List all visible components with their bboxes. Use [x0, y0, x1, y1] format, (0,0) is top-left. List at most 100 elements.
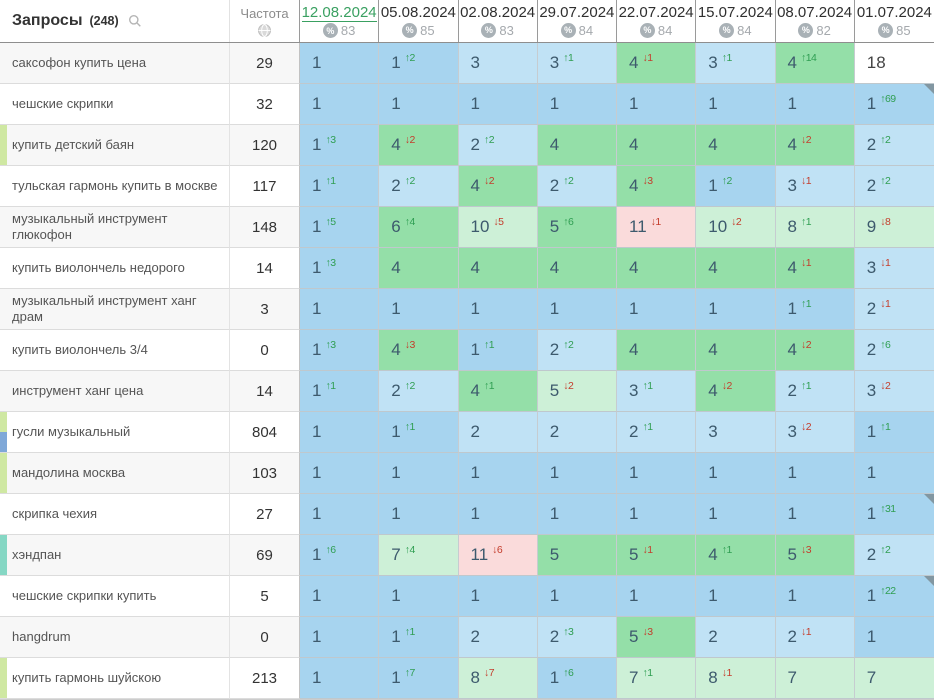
position-cell[interactable]: 5 ↓3 — [775, 535, 855, 576]
position-cell[interactable]: 1 ↑7 — [379, 658, 459, 699]
position-cell[interactable]: 7 ↑4 — [379, 535, 459, 576]
position-cell[interactable]: 1 — [696, 494, 776, 535]
position-cell[interactable]: 2 — [458, 617, 538, 658]
position-cell[interactable]: 4 — [617, 330, 697, 371]
position-cell[interactable]: 3 — [458, 43, 538, 84]
position-cell[interactable]: 4 — [458, 248, 538, 289]
position-cell[interactable]: 2 ↑1 — [617, 412, 697, 453]
query-cell[interactable]: музыкальный инструмент ханг драм — [0, 289, 230, 330]
position-cell[interactable]: 1 — [617, 289, 697, 330]
position-cell[interactable]: 3 ↓1 — [854, 248, 934, 289]
query-cell[interactable]: музыкальный инструмент глюкофон — [0, 207, 230, 248]
position-cell[interactable]: 7 ↑1 — [617, 658, 697, 699]
position-cell[interactable]: 2 ↑6 — [854, 330, 934, 371]
position-cell[interactable]: 1 — [300, 576, 380, 617]
position-cell[interactable]: 4 ↓2 — [379, 125, 459, 166]
position-cell[interactable]: 5 — [537, 535, 617, 576]
position-cell[interactable]: 4 ↓2 — [775, 330, 855, 371]
position-cell[interactable]: 1 — [300, 494, 380, 535]
position-cell[interactable]: 1 — [458, 289, 538, 330]
position-cell[interactable]: 1 — [617, 576, 697, 617]
query-cell[interactable]: чешские скрипки — [0, 84, 230, 125]
column-header-date[interactable]: 22.07.2024% 84 — [617, 0, 697, 42]
position-cell[interactable]: 4 — [617, 125, 697, 166]
position-cell[interactable]: 1 ↑3 — [300, 248, 380, 289]
column-header-date[interactable]: 01.07.2024% 85 — [855, 0, 934, 42]
position-cell[interactable]: 1 — [379, 494, 459, 535]
column-header-date[interactable]: 02.08.2024% 83 — [459, 0, 538, 42]
column-header-date[interactable]: 05.08.2024% 85 — [379, 0, 459, 42]
column-header-date[interactable]: 12.08.2024% 83 — [300, 0, 380, 42]
position-cell[interactable]: 1 — [379, 289, 459, 330]
position-cell[interactable]: 18 — [854, 43, 934, 84]
position-cell[interactable]: 1 — [775, 576, 855, 617]
query-cell[interactable]: скрипка чехия — [0, 494, 230, 535]
position-cell[interactable]: 1 ↑1 — [854, 412, 934, 453]
position-cell[interactable]: 1 — [379, 453, 459, 494]
position-cell[interactable]: 8 ↓7 — [458, 658, 538, 699]
position-cell[interactable]: 1 — [617, 84, 697, 125]
position-cell[interactable]: 1 — [300, 658, 380, 699]
globe-icon[interactable] — [257, 23, 272, 38]
position-cell[interactable]: 4 ↓2 — [696, 371, 776, 412]
position-cell[interactable]: 11 ↓1 — [617, 207, 697, 248]
position-cell[interactable]: 1 ↑6 — [537, 658, 617, 699]
position-cell[interactable]: 1 ↑1 — [300, 166, 380, 207]
position-cell[interactable]: 2 ↑2 — [854, 166, 934, 207]
position-cell[interactable]: 2 ↑2 — [537, 330, 617, 371]
query-cell[interactable]: купить виолончель недорого — [0, 248, 230, 289]
position-cell[interactable]: 1 ↑22 — [854, 576, 934, 617]
position-cell[interactable]: 4 — [696, 330, 776, 371]
position-cell[interactable]: 10 ↓2 — [696, 207, 776, 248]
position-cell[interactable]: 1 — [775, 84, 855, 125]
position-cell[interactable]: 4 ↑1 — [458, 371, 538, 412]
position-cell[interactable]: 4 ↓1 — [775, 248, 855, 289]
position-cell[interactable]: 2 ↓1 — [854, 289, 934, 330]
query-cell[interactable]: купить виолончель 3/4 — [0, 330, 230, 371]
position-cell[interactable]: 1 — [696, 453, 776, 494]
position-cell[interactable]: 4 ↑14 — [775, 43, 855, 84]
position-cell[interactable]: 1 — [854, 453, 934, 494]
position-cell[interactable]: 11 ↓6 — [458, 535, 538, 576]
position-cell[interactable]: 8 ↓1 — [696, 658, 776, 699]
position-cell[interactable]: 1 ↑6 — [300, 535, 380, 576]
position-cell[interactable]: 5 ↓2 — [537, 371, 617, 412]
position-cell[interactable]: 1 — [300, 412, 380, 453]
position-cell[interactable]: 1 ↑3 — [300, 330, 380, 371]
query-cell[interactable]: гусли музыкальный — [0, 412, 230, 453]
position-cell[interactable]: 4 ↓2 — [775, 125, 855, 166]
position-cell[interactable]: 1 ↑1 — [775, 289, 855, 330]
position-cell[interactable]: 1 — [458, 84, 538, 125]
position-cell[interactable]: 3 ↑1 — [696, 43, 776, 84]
position-cell[interactable]: 3 ↑1 — [537, 43, 617, 84]
position-cell[interactable]: 6 ↑4 — [379, 207, 459, 248]
position-cell[interactable]: 1 — [458, 576, 538, 617]
position-cell[interactable]: 2 ↑2 — [458, 125, 538, 166]
position-cell[interactable]: 1 — [775, 453, 855, 494]
position-cell[interactable]: 1 ↑1 — [379, 412, 459, 453]
position-cell[interactable]: 4 — [537, 125, 617, 166]
position-cell[interactable]: 2 ↑2 — [854, 125, 934, 166]
position-cell[interactable]: 1 — [300, 453, 380, 494]
position-cell[interactable]: 1 — [617, 453, 697, 494]
search-icon[interactable] — [128, 14, 142, 28]
position-cell[interactable]: 3 ↓2 — [854, 371, 934, 412]
position-cell[interactable]: 1 — [696, 289, 776, 330]
position-cell[interactable]: 4 — [537, 248, 617, 289]
position-cell[interactable]: 1 — [696, 84, 776, 125]
position-cell[interactable]: 5 ↑6 — [537, 207, 617, 248]
position-cell[interactable]: 1 — [300, 43, 380, 84]
query-cell[interactable]: хэндпан — [0, 535, 230, 576]
query-cell[interactable]: купить гармонь шуйскою — [0, 658, 230, 699]
position-cell[interactable]: 1 ↑5 — [300, 207, 380, 248]
position-cell[interactable]: 1 — [537, 494, 617, 535]
position-cell[interactable]: 1 — [537, 289, 617, 330]
position-cell[interactable]: 9 ↓8 — [854, 207, 934, 248]
position-cell[interactable]: 1 ↑31 — [854, 494, 934, 535]
position-cell[interactable]: 2 ↑2 — [379, 371, 459, 412]
position-cell[interactable]: 3 ↓2 — [775, 412, 855, 453]
position-cell[interactable]: 1 ↑2 — [696, 166, 776, 207]
position-cell[interactable]: 2 — [537, 412, 617, 453]
column-header-date[interactable]: 08.07.2024% 82 — [776, 0, 855, 42]
position-cell[interactable]: 1 — [379, 84, 459, 125]
